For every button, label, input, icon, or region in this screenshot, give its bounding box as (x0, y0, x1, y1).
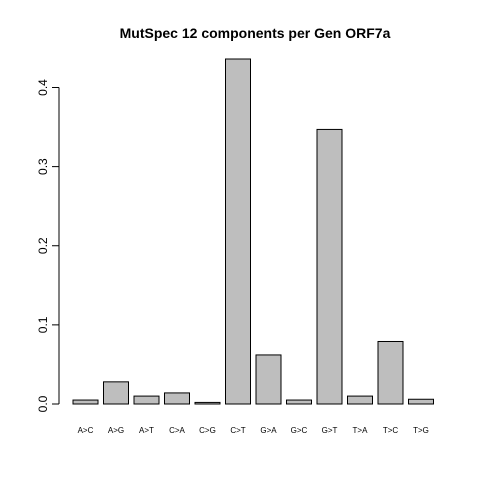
y-tick-label: 0.0 (36, 395, 50, 412)
x-tick-label: G>A (260, 426, 277, 435)
bar-g-to-a (255, 354, 282, 405)
bar-a-to-t (133, 395, 160, 405)
x-tick-label: T>G (413, 426, 429, 435)
x-tick-label: T>A (353, 426, 369, 435)
y-tick-label: 0.1 (36, 316, 50, 333)
y-tick-label: 0.4 (36, 79, 50, 96)
x-tick-label: C>T (230, 426, 245, 435)
chart-title: MutSpec 12 components per Gen ORF7a (120, 25, 391, 41)
bar-a-to-g (103, 381, 129, 405)
x-tick-label: T>C (383, 426, 399, 435)
y-tick-label: 0.2 (36, 237, 50, 254)
x-tick-label: A>T (139, 426, 154, 435)
bar-g-to-c (286, 399, 312, 405)
x-tick-label: G>C (291, 426, 308, 435)
bar-t-to-c (377, 340, 404, 405)
bar-c-to-t (225, 58, 251, 405)
bar-c-to-a (164, 392, 190, 405)
bar-t-to-g (408, 398, 434, 405)
bars (72, 58, 434, 405)
y-axis: 0.0 0.1 0.2 0.3 0.4 (36, 79, 60, 412)
x-tick-label: C>G (199, 426, 216, 435)
x-tick-label: G>T (322, 426, 338, 435)
y-tick-label: 0.3 (36, 158, 50, 175)
bar-g-to-t (316, 128, 343, 405)
x-axis-labels: A>C A>G A>T C>A C>G C>T G>A G>C G>T T>A T>C T>G (78, 426, 429, 435)
bar-t-to-a (347, 395, 373, 405)
x-tick-label: A>G (108, 426, 124, 435)
x-tick-label: C>A (169, 426, 185, 435)
bar-c-to-g (194, 401, 221, 405)
bar-a-to-c (72, 399, 99, 405)
x-tick-label: A>C (78, 426, 94, 435)
